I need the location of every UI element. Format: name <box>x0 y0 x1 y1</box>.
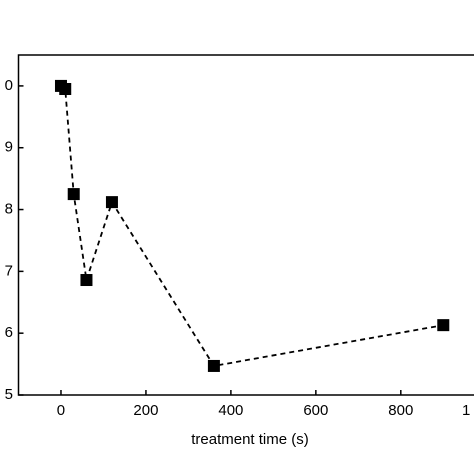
data-point <box>67 188 80 201</box>
data-point <box>59 83 72 95</box>
y-tick-label: 9 <box>5 139 13 156</box>
plot-frame <box>17 54 474 396</box>
x-tick-label: 800 <box>388 402 413 419</box>
data-point <box>207 359 220 372</box>
y-tick-label: 6 <box>5 324 13 341</box>
x-tick-label: 0 <box>57 402 65 419</box>
x-axis-label: treatment time (s) <box>191 431 309 448</box>
x-tick-label: 1 <box>462 402 470 419</box>
y-tick-label: 8 <box>5 201 13 218</box>
data-point <box>105 196 118 209</box>
y-tick-label: 0 <box>5 77 13 94</box>
x-tick-label: 600 <box>303 402 328 419</box>
y-tick-label: 7 <box>5 262 13 279</box>
data-point <box>80 274 93 287</box>
y-tick-label: 5 <box>5 386 13 403</box>
x-tick-label: 400 <box>218 402 243 419</box>
data-point <box>437 319 450 332</box>
data-line <box>60 85 444 367</box>
x-tick-label: 200 <box>133 402 158 419</box>
